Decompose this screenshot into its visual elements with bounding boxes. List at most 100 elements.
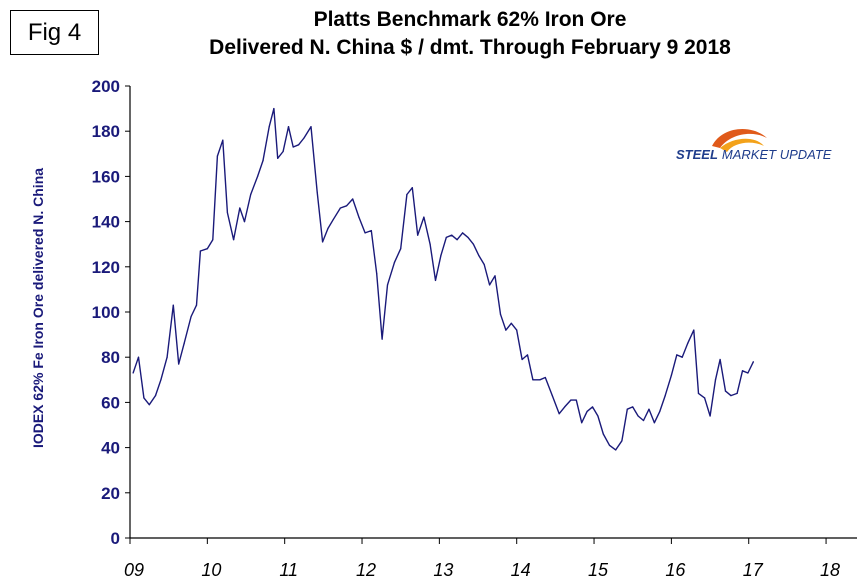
data-point [724,390,727,392]
data-point [736,392,738,394]
data-point [386,284,389,286]
data-point [148,404,150,406]
data-point [358,216,360,218]
data-point [190,315,192,318]
data-point [659,410,661,413]
data-point [505,329,507,331]
data-point [239,207,241,209]
data-point [132,372,134,374]
data-point [406,193,408,196]
data-point [292,146,294,148]
data-point [243,221,246,223]
y-tick-label: 140 [92,213,120,232]
data-point [687,343,689,345]
logo-swoosh-accent-icon [720,138,764,152]
figure-label: Fig 4 [10,10,99,55]
data-point [510,322,512,324]
data-point [277,157,279,159]
data-point [632,406,634,408]
data-point [714,379,717,381]
data-point [648,408,650,410]
x-tick-label: 17 [743,560,764,580]
data-point [570,399,572,401]
x-tick-label: 16 [665,560,686,580]
data-point [741,370,744,372]
data-point [195,304,198,306]
data-point [345,205,348,207]
chart-title-block: Platts Benchmark 62% Iron Ore Delivered … [120,6,820,62]
data-point [429,243,431,245]
data-point [310,126,312,128]
y-tick-label: 120 [92,258,120,277]
data-point [257,175,259,177]
data-point [494,275,496,277]
data-point [532,379,534,381]
data-point [653,422,655,424]
data-point [282,150,284,153]
series-layer [132,107,755,451]
y-tick-label: 180 [92,122,120,141]
x-tick-label: 11 [279,560,298,580]
x-tick-label: 09 [124,560,144,580]
data-point [693,329,695,331]
data-point [370,230,372,232]
data-point [608,444,611,446]
data-point [206,248,208,250]
y-tick-label: 40 [101,439,120,458]
data-point [287,126,290,128]
data-point [199,250,201,252]
data-point [681,356,683,358]
data-point [364,232,366,234]
data-point [456,239,458,241]
data-point [676,354,678,356]
data-point [400,248,402,250]
steel-market-update-logo: STEEL MARKET UPDATE [676,128,832,162]
data-point [719,358,721,361]
data-point [303,137,305,139]
data-point [730,395,732,397]
data-point [417,234,419,236]
data-point [352,198,354,200]
data-point [327,227,329,229]
data-point [483,263,485,266]
data-point [212,239,214,241]
data-point [521,358,523,361]
y-tick-label: 0 [111,529,120,548]
data-point [539,379,541,381]
data-point [226,211,229,214]
x-tick-label: 18 [820,560,840,580]
y-ticks: 0 20 40 60 80 100 120 140 160 180 200 [92,77,130,548]
data-point [411,187,413,189]
data-point [664,395,666,397]
data-point [544,376,546,379]
data-point [709,415,711,417]
y-tick-label: 80 [101,348,120,367]
data-point [250,193,252,196]
data-point [747,372,749,374]
data-point [222,139,224,141]
data-point [581,422,583,424]
y-tick-label: 100 [92,303,120,322]
data-point [499,313,502,315]
data-point [551,395,553,397]
logo-word-market-update: MARKET UPDATE [722,147,832,162]
data-point [298,144,300,146]
data-point [393,261,396,263]
data-point [489,284,491,286]
data-point [586,410,588,413]
x-tick-label: 14 [511,560,531,580]
data-point [172,304,174,306]
chart-subtitle: Delivered N. China $ / dmt. Through Febr… [209,36,731,59]
logo-swoosh-icon [712,128,767,148]
data-point [434,279,437,281]
data-point [591,406,594,408]
x-tick-label: 15 [588,560,609,580]
data-point [262,159,264,162]
data-point [626,408,628,410]
data-point [516,329,518,331]
data-point [233,239,235,241]
data-point [154,395,157,397]
data-point [332,218,335,220]
data-point [423,216,425,218]
y-tick-label: 160 [92,167,120,186]
